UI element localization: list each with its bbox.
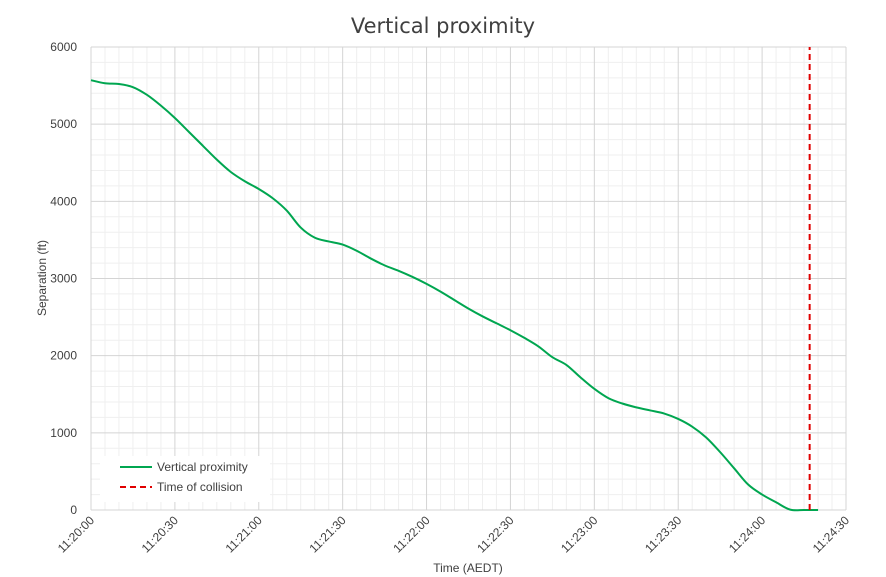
y-tick-label: 5000: [50, 117, 77, 131]
y-axis-label: Separation (ft): [35, 240, 49, 316]
y-tick-label: 1000: [50, 426, 77, 440]
major-gridlines: [90, 46, 847, 511]
series-layer: [90, 47, 819, 512]
y-axis-ticks: 0 1000 2000 3000 4000 5000 6000: [50, 40, 77, 517]
y-tick-label: 0: [70, 503, 77, 517]
y-tick-label: 2000: [50, 349, 77, 363]
x-axis-label: Time (AEDT): [433, 561, 503, 575]
legend-background: [100, 456, 270, 502]
y-tick-label: 3000: [50, 272, 77, 286]
chart-title: Vertical proximity: [351, 14, 535, 38]
legend: Vertical proximity Time of collision: [100, 456, 270, 502]
legend-label-time-of-collision: Time of collision: [157, 480, 243, 494]
legend-label-vertical-proximity: Vertical proximity: [157, 460, 248, 474]
y-tick-label: 6000: [50, 40, 77, 54]
y-tick-label: 4000: [50, 194, 77, 208]
series-line-vertical-proximity: [90, 79, 819, 512]
